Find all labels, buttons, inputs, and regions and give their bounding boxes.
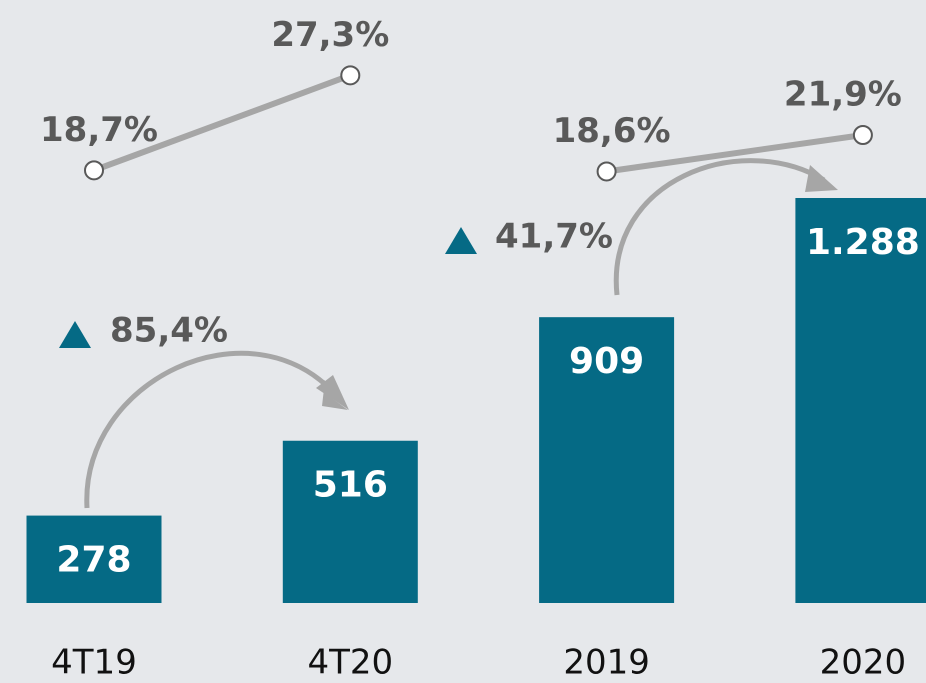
line-value-label: 18,6% — [553, 111, 671, 151]
bar — [795, 198, 926, 603]
bar-value-label: 1.288 — [806, 222, 920, 263]
line-point — [596, 161, 617, 182]
arrow-head — [805, 165, 838, 192]
up-triangle — [59, 321, 91, 348]
growth-annotation: 41,7% — [495, 217, 613, 257]
line-value-label: 27,3% — [271, 15, 389, 55]
x-tick-label: 2020 — [820, 643, 907, 683]
bar — [539, 317, 675, 603]
bar — [282, 440, 418, 603]
line — [92, 72, 352, 174]
line-point — [340, 65, 361, 86]
growth-annotation: 85,4% — [110, 311, 228, 351]
growth-arrow — [84, 350, 338, 509]
line — [606, 132, 864, 175]
up-triangle — [445, 227, 477, 254]
line-point — [852, 125, 873, 146]
bar-value-label: 278 — [56, 540, 131, 581]
x-tick-label: 4T20 — [307, 643, 393, 683]
bar — [26, 515, 162, 603]
line-point — [84, 160, 104, 181]
growth-arrow — [613, 158, 826, 296]
arrow-head — [318, 380, 348, 410]
line-value-label: 18,7% — [40, 110, 158, 150]
x-tick-label: 2019 — [563, 643, 650, 683]
bar-value-label: 516 — [313, 465, 388, 506]
arrow-head — [316, 375, 349, 410]
line-value-label: 21,9% — [784, 75, 902, 115]
x-tick-label: 4T19 — [51, 643, 137, 683]
bar-value-label: 909 — [569, 341, 644, 382]
